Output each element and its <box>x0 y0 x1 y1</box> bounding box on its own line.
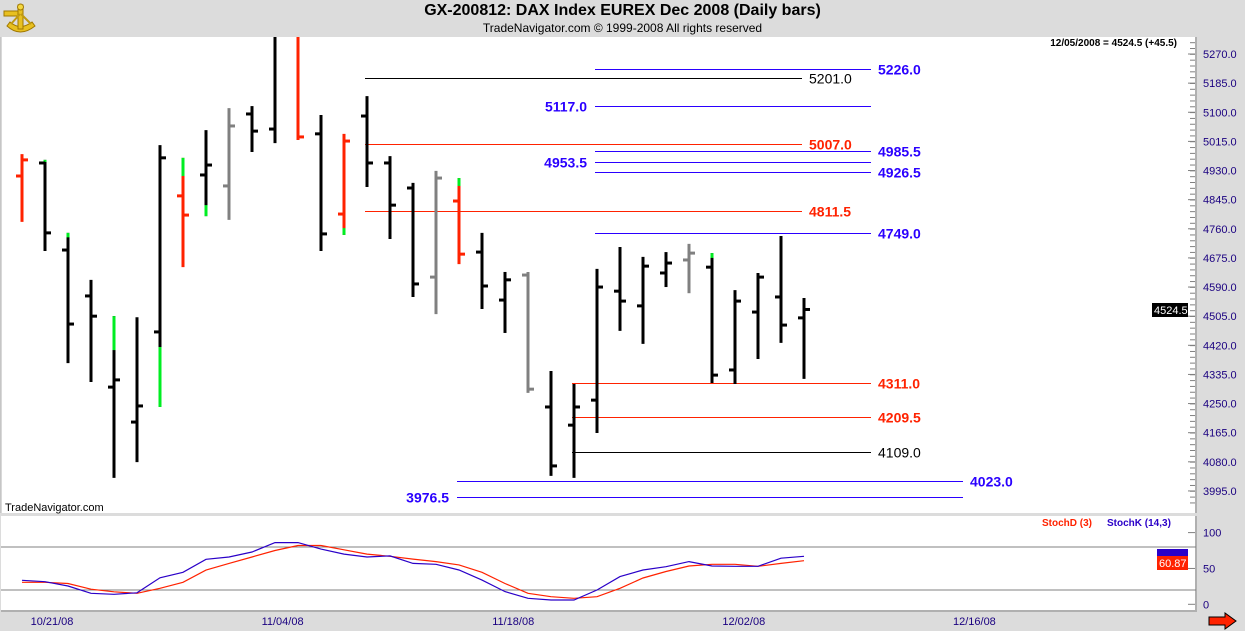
y-tick-label: 4505.0 <box>1203 311 1237 323</box>
level-label: 5226.0 <box>878 62 921 78</box>
price-bar[interactable] <box>683 243 695 294</box>
stochd-last-box <box>1157 556 1188 570</box>
x-tick-label: 11/18/08 <box>492 616 534 628</box>
price-bar[interactable] <box>338 133 350 235</box>
last-price-box <box>1152 303 1188 317</box>
level-label: 5201.0 <box>809 71 852 87</box>
price-bar[interactable] <box>131 317 143 463</box>
price-bar[interactable] <box>361 96 373 187</box>
y-tick-label: 4930.0 <box>1203 166 1237 178</box>
price-bar[interactable] <box>154 145 166 407</box>
price-bar[interactable] <box>315 115 327 252</box>
price-bar[interactable] <box>614 246 626 331</box>
level-label: 5117.0 <box>545 99 587 115</box>
price-bar[interactable] <box>660 252 672 288</box>
price-bar[interactable] <box>752 272 764 360</box>
stoch-tick-label: 50 <box>1203 563 1215 575</box>
price-bar[interactable] <box>296 37 304 141</box>
y-tick-label: 4335.0 <box>1203 369 1237 381</box>
price-bar[interactable] <box>729 290 741 385</box>
price-bar[interactable] <box>16 154 28 222</box>
x-tick-label: 10/21/08 <box>31 616 74 628</box>
right-arrow-icon[interactable] <box>1208 612 1237 630</box>
y-tick-label: 5185.0 <box>1203 78 1237 90</box>
stochk-line <box>21 541 805 601</box>
level-label: 4926.5 <box>878 165 921 181</box>
price-bar[interactable] <box>476 232 488 309</box>
price-bar[interactable] <box>591 268 603 434</box>
level-label: 4023.0 <box>970 474 1013 490</box>
stochd-line <box>22 544 805 599</box>
watermark: TradeNavigator.com <box>5 502 104 514</box>
price-bar[interactable] <box>200 130 212 217</box>
level-label: 4749.0 <box>878 226 921 242</box>
stoch-tick-label: 0 <box>1203 599 1209 611</box>
level-label: 3976.5 <box>406 490 449 506</box>
price-bar[interactable] <box>108 316 120 478</box>
chart-subtitle: TradeNavigator.com © 1999-2008 All right… <box>482 21 763 35</box>
price-bar[interactable] <box>798 298 810 379</box>
y-tick-label: 3995.0 <box>1203 486 1237 498</box>
last-price-label: 4524.5 <box>1154 305 1188 317</box>
price-bar[interactable] <box>39 159 51 252</box>
price-bar[interactable] <box>522 271 534 393</box>
y-tick-label: 4675.0 <box>1203 253 1237 265</box>
y-tick-label: 4250.0 <box>1203 399 1237 411</box>
level-label: 4953.5 <box>544 155 587 171</box>
price-readout: 12/05/2008 = 4524.5 (+45.5) <box>1050 38 1177 49</box>
y-tick-label: 5015.0 <box>1203 136 1237 148</box>
price-bar[interactable] <box>177 157 189 268</box>
price-bar[interactable] <box>384 156 396 240</box>
chart-title: GX-200812: DAX Index EUREX Dec 2008 (Dai… <box>424 2 821 19</box>
y-tick-label: 4080.0 <box>1203 457 1237 469</box>
price-bar[interactable] <box>545 370 557 476</box>
y-tick-label: 4845.0 <box>1203 195 1237 207</box>
price-bar[interactable] <box>775 235 787 343</box>
chart-header: GX-200812: DAX Index EUREX Dec 2008 (Dai… <box>0 0 1245 37</box>
price-bar[interactable] <box>85 279 97 382</box>
y-tick-label: 5270.0 <box>1203 49 1237 61</box>
price-bar[interactable] <box>407 182 419 297</box>
level-label: 4811.5 <box>809 204 851 220</box>
price-bar[interactable] <box>453 178 465 265</box>
stochk-last-box <box>1157 549 1188 557</box>
price-bar[interactable] <box>223 108 235 220</box>
level-label: 5007.0 <box>809 137 852 153</box>
price-bar[interactable] <box>499 271 511 333</box>
level-label: 4109.0 <box>878 445 921 461</box>
y-tick-label: 5100.0 <box>1203 107 1237 119</box>
level-label: 4209.5 <box>878 410 921 426</box>
y-tick-label: 4165.0 <box>1203 428 1237 440</box>
x-tick-label: 12/02/08 <box>722 616 765 628</box>
y-tick-label: 4590.0 <box>1203 282 1237 294</box>
legend-stochd: StochD (3) <box>1042 518 1092 529</box>
price-bar[interactable] <box>430 170 442 315</box>
price-bar[interactable] <box>246 106 258 153</box>
x-tick-label: 11/04/08 <box>262 616 304 628</box>
y-tick-label: 4760.0 <box>1203 224 1237 236</box>
x-tick-label: 12/16/08 <box>953 616 996 628</box>
level-label: 4985.5 <box>878 144 921 160</box>
stoch-tick-label: 100 <box>1203 528 1221 540</box>
price-bar[interactable] <box>269 37 277 144</box>
price-bar[interactable] <box>706 253 718 383</box>
legend-stochk: StochK (14,3) <box>1107 518 1171 529</box>
price-bar[interactable] <box>568 384 580 478</box>
sextant-logo <box>3 3 36 33</box>
y-tick-label: 4420.0 <box>1203 340 1237 352</box>
price-bar[interactable] <box>637 256 649 344</box>
price-bar[interactable] <box>62 232 74 364</box>
level-label: 4311.0 <box>878 376 920 392</box>
stochd-last-label: 60.87 <box>1159 558 1187 570</box>
